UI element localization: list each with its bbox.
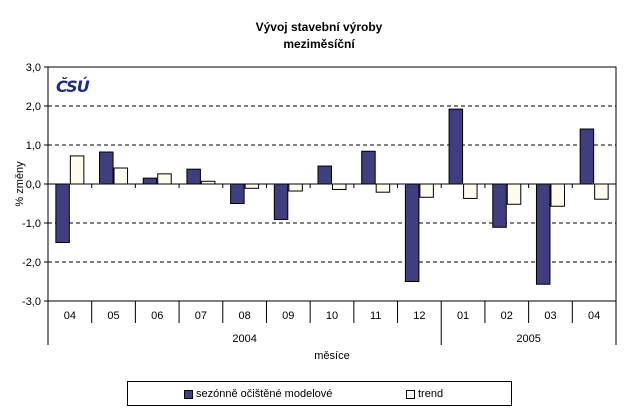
bar-trend: [332, 183, 347, 190]
x-tick-label: 03: [544, 310, 556, 322]
bar-seasonal: [230, 183, 245, 204]
y-tick-label: 3,0: [26, 62, 41, 74]
x-tick-label: 01: [457, 310, 469, 322]
bar-seasonal: [55, 183, 70, 243]
bar-seasonal: [142, 177, 158, 185]
x-tick-label: 09: [282, 310, 294, 322]
legend-label-trend: trend: [418, 388, 444, 400]
y-tick-label: -3,0: [22, 296, 41, 308]
x-tick-label: 06: [151, 310, 163, 322]
bar-trend: [69, 155, 85, 185]
bar-trend: [594, 183, 609, 200]
bar-seasonal: [448, 108, 464, 185]
bar-seasonal: [535, 183, 551, 285]
x-group-label: 2004: [232, 333, 256, 345]
x-tick-label: 10: [326, 310, 338, 322]
plot-border: [47, 66, 617, 302]
chart-title-main: Vývoj stavební výroby: [255, 20, 383, 34]
bar-seasonal: [273, 183, 289, 220]
bar-seasonal: [404, 183, 420, 282]
y-axis: 3,0 2,0 1,0 0,0 -1,0 -2,0 -3,0: [22, 62, 48, 308]
bar-trend: [157, 173, 172, 185]
y-axis-label: % změny: [14, 161, 26, 207]
bar-seasonal: [317, 165, 332, 185]
x-tick-label: 02: [501, 310, 513, 322]
y-tick-label: -1,0: [22, 218, 41, 230]
bar-seasonal: [579, 128, 595, 185]
bar-seasonal: [99, 151, 114, 185]
bar-trend: [375, 183, 391, 193]
bar-chart: 3,0 2,0 1,0 0,0 -1,0 -2,0 -3,0 04 05 06 07 08 09 10 1…: [14, 62, 617, 362]
bar-seasonal: [492, 183, 507, 228]
x-tick-label: 08: [238, 310, 250, 322]
x-tick-label: 05: [107, 310, 119, 322]
chart-title: Vývoj stavební výroby meziměsíční: [0, 19, 638, 53]
bar-trend: [113, 167, 129, 185]
y-tick-label: 1,0: [26, 140, 41, 152]
y-tick-label: -2,0: [22, 257, 41, 269]
y-tick-label: 0,0: [26, 179, 41, 191]
x-tick-label: 11: [370, 310, 381, 322]
legend-swatch-seasonal: [184, 389, 193, 399]
bar-trend: [506, 183, 522, 205]
x-axis-label: měsíce: [314, 350, 349, 362]
chart-subtitle: meziměsíční: [283, 37, 355, 51]
legend: sezónně očištěné modelové trend: [127, 381, 512, 406]
legend-item-trend: trend: [406, 388, 443, 400]
x-tick-label: 12: [413, 310, 425, 322]
bar-seasonal: [361, 150, 376, 185]
bar-seasonal: [186, 168, 201, 185]
x-axis: 04 05 06 07 08 09 10 11 12 01 02 03 04 2004 2005: [47, 301, 617, 345]
legend-label-seasonal: sezónně očištěné modelové: [196, 388, 333, 400]
bar-trend: [419, 183, 434, 198]
bars: [48, 108, 616, 285]
x-tick-label: 04: [64, 310, 76, 322]
bar-trend: [244, 183, 260, 189]
x-group-label: 2005: [516, 333, 540, 345]
y-tick-label: 2,0: [26, 101, 41, 113]
bar-trend: [550, 183, 565, 207]
bar-trend: [463, 183, 478, 199]
bar-trend: [288, 183, 303, 192]
legend-item-seasonal: sezónně očištěné modelové: [184, 388, 332, 400]
x-tick-label: 07: [195, 310, 207, 322]
legend-swatch-trend: [406, 389, 415, 399]
csu-logo: ČSÚ: [56, 76, 90, 96]
gridlines: [48, 105, 616, 263]
x-tick-label: 04: [588, 310, 600, 322]
